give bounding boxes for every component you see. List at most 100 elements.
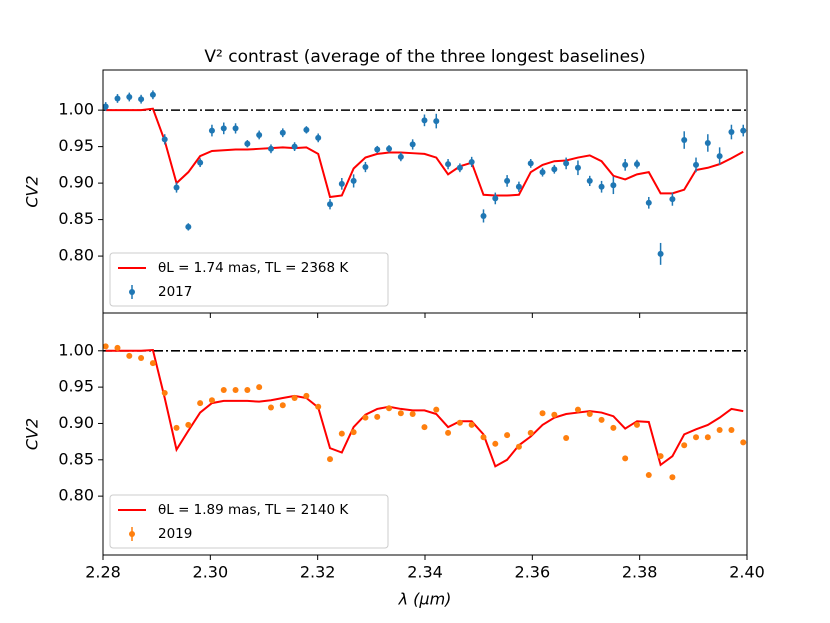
data-point	[232, 387, 239, 394]
legend-swatch	[129, 531, 135, 537]
data-point	[338, 180, 345, 187]
data-point	[315, 403, 322, 410]
data-point	[728, 427, 735, 434]
data-point	[586, 177, 593, 184]
y-tick-label: 0.95	[58, 377, 94, 396]
data-point	[102, 343, 109, 350]
x-tick-label: 2.32	[300, 563, 336, 582]
data-point	[185, 421, 192, 428]
data-point	[693, 434, 700, 441]
y-tick-label: 1.00	[58, 100, 94, 119]
data-point	[740, 127, 747, 134]
data-point	[657, 453, 664, 460]
data-point	[468, 158, 475, 165]
data-point	[598, 183, 605, 190]
data-point	[504, 432, 511, 439]
data-point	[267, 404, 274, 411]
x-tick-label: 2.40	[729, 563, 765, 582]
data-point	[291, 395, 298, 402]
data-point	[232, 125, 239, 132]
y-axis-label: CV2	[23, 418, 42, 450]
y-tick-label: 0.90	[58, 173, 94, 192]
data-point	[173, 424, 180, 431]
data-point	[681, 137, 688, 144]
data-point	[327, 201, 334, 208]
model-line	[105, 107, 744, 199]
chart-title: V² contrast (average of the three longes…	[204, 47, 645, 67]
data-point	[598, 416, 605, 423]
data-point	[421, 117, 428, 124]
data-point	[362, 164, 369, 171]
data-point	[291, 143, 298, 150]
x-tick-label: 2.36	[515, 563, 551, 582]
y-tick-label: 0.85	[58, 449, 94, 468]
data-point	[185, 223, 192, 230]
data-point	[161, 136, 168, 143]
data-point	[220, 387, 227, 394]
data-point	[303, 392, 310, 399]
model-line	[105, 349, 744, 468]
data-point	[551, 411, 558, 418]
legend-swatch	[129, 289, 135, 295]
data-point	[197, 400, 204, 407]
data-point	[704, 139, 711, 146]
x-tick-label: 2.28	[85, 563, 121, 582]
data-point	[645, 472, 652, 479]
data-point	[208, 127, 215, 134]
y-tick-label: 0.90	[58, 413, 94, 432]
data-point	[279, 402, 286, 409]
data-point	[633, 161, 640, 168]
x-tick-label: 2.38	[622, 563, 658, 582]
data-point	[421, 424, 428, 431]
data-point	[327, 456, 334, 463]
data-point	[574, 406, 581, 413]
data-point	[102, 103, 109, 110]
data-point	[527, 160, 534, 167]
data-point	[693, 161, 700, 168]
data-point	[633, 421, 640, 428]
data-point	[220, 125, 227, 132]
data-point	[197, 159, 204, 166]
data-point	[362, 414, 369, 421]
data-point	[681, 442, 688, 449]
data-point	[149, 91, 156, 98]
x-tick-label: 2.30	[193, 563, 229, 582]
data-point	[716, 427, 723, 434]
data-point	[527, 429, 534, 436]
data-point	[515, 443, 522, 450]
x-axis-label: λ (μm)	[398, 590, 452, 609]
legend-label: θL = 1.74 mas, TL = 2368 K	[158, 260, 349, 276]
data-point	[504, 177, 511, 184]
data-point	[350, 429, 357, 436]
data-point	[563, 434, 570, 441]
data-point	[161, 389, 168, 396]
data-point	[728, 129, 735, 136]
data-point	[244, 387, 251, 394]
data-point	[456, 164, 463, 171]
data-point	[445, 161, 452, 168]
data-point	[704, 434, 711, 441]
data-point	[114, 95, 121, 102]
data-point	[551, 166, 558, 173]
data-point	[173, 184, 180, 191]
data-point	[586, 411, 593, 418]
data-point	[138, 355, 145, 362]
data-point	[740, 439, 747, 446]
data-point	[610, 424, 617, 431]
legend-label: 2017	[158, 284, 192, 300]
data-point	[539, 410, 546, 417]
data-point	[126, 352, 133, 359]
data-point	[480, 212, 487, 219]
data-point	[445, 429, 452, 436]
y-tick-label: 0.80	[58, 246, 94, 265]
legend-label: θL = 1.89 mas, TL = 2140 K	[158, 502, 349, 518]
data-point	[350, 177, 357, 184]
data-point	[244, 140, 251, 147]
y-tick-label: 0.85	[58, 209, 94, 228]
y-axis-label: CV2	[23, 175, 42, 207]
data-point	[126, 94, 133, 100]
data-point	[468, 421, 475, 428]
data-point	[574, 164, 581, 171]
data-point	[114, 344, 121, 351]
